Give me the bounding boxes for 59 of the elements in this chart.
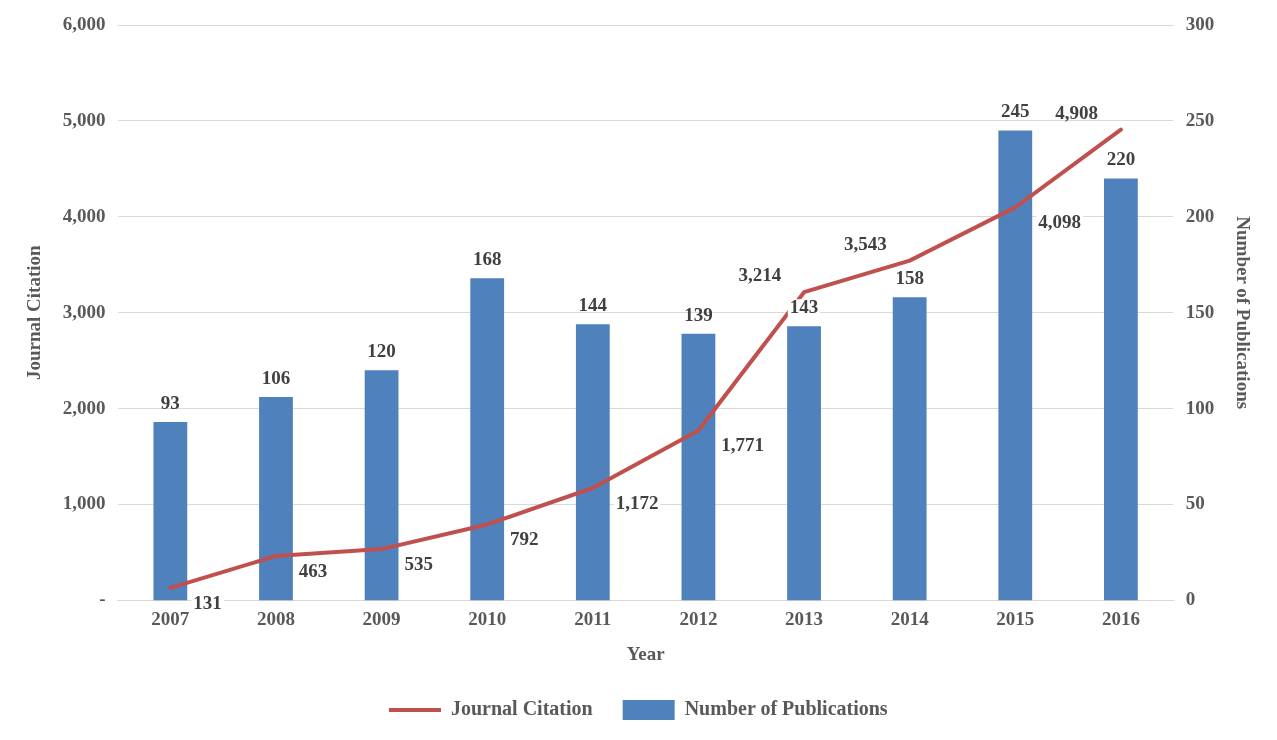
- data-label: 143: [789, 296, 819, 318]
- y-tick-label: 6,000: [62, 12, 106, 34]
- x-tick-label: 2008: [256, 607, 295, 629]
- x-tick-label: 2015: [996, 607, 1035, 629]
- data-label: 120: [367, 340, 396, 362]
- y-axis-title: Journal Citation: [23, 244, 45, 380]
- x-tick-label: 2009: [362, 607, 401, 629]
- x-tick-label: 2014: [890, 607, 930, 629]
- y2-tick-label: 300: [1185, 12, 1215, 34]
- bar: [470, 278, 505, 601]
- y-tick-label: 3,000: [62, 300, 106, 322]
- data-label: 792: [510, 528, 539, 550]
- y-tick-label: 4,000: [62, 204, 106, 226]
- y2-axis-title: Number of Publications: [1232, 216, 1254, 410]
- x-tick-label: 2010: [468, 607, 507, 629]
- legend-label: Journal Citation: [450, 697, 593, 720]
- bar: [364, 370, 399, 601]
- y-tick-label: -: [99, 588, 106, 610]
- x-tick-label: 2007: [151, 607, 190, 629]
- bar: [681, 333, 716, 601]
- data-label: 1,172: [615, 491, 659, 513]
- data-label: 220: [1106, 148, 1136, 170]
- y2-tick-label: 100: [1185, 396, 1215, 418]
- x-tick-label: 2012: [679, 607, 718, 629]
- data-label: 106: [261, 367, 291, 388]
- y2-tick-label: 0: [1185, 588, 1196, 610]
- bar: [259, 397, 293, 601]
- data-label: 3,214: [738, 264, 782, 286]
- y-tick-label: 5,000: [62, 108, 106, 130]
- data-label: 144: [578, 294, 608, 316]
- data-label: 131: [193, 591, 222, 613]
- x-tick-label: 2013: [785, 607, 824, 629]
- x-tick-label: 2011: [574, 607, 612, 629]
- legend-label: Number of Publications: [684, 697, 888, 720]
- data-label: 168: [472, 248, 502, 270]
- data-label: 139: [684, 303, 713, 325]
- data-label: 535: [404, 553, 433, 574]
- data-label: 158: [895, 267, 924, 289]
- data-label: 3,543: [844, 232, 887, 254]
- bar: [892, 297, 927, 601]
- bar: [575, 324, 610, 601]
- bar: [1103, 178, 1138, 601]
- bar: [998, 130, 1033, 601]
- bar: [153, 422, 188, 601]
- data-label: 4,098: [1038, 211, 1081, 233]
- y-tick-label: 2,000: [62, 396, 106, 418]
- y2-tick-label: 200: [1185, 204, 1215, 226]
- bar: [787, 326, 821, 601]
- data-label: 463: [298, 559, 328, 581]
- y2-tick-label: 150: [1185, 300, 1215, 322]
- y2-tick-label: 50: [1185, 492, 1205, 514]
- y2-tick-label: 250: [1185, 108, 1215, 130]
- x-axis-title: Year: [626, 642, 666, 664]
- data-label: 93: [160, 391, 180, 413]
- data-label: 1,771: [721, 434, 765, 456]
- x-tick-label: 2016: [1101, 607, 1140, 629]
- data-label: 4,908: [1055, 101, 1098, 123]
- y-tick-label: 1,000: [62, 492, 106, 514]
- data-label: 245: [1001, 100, 1030, 122]
